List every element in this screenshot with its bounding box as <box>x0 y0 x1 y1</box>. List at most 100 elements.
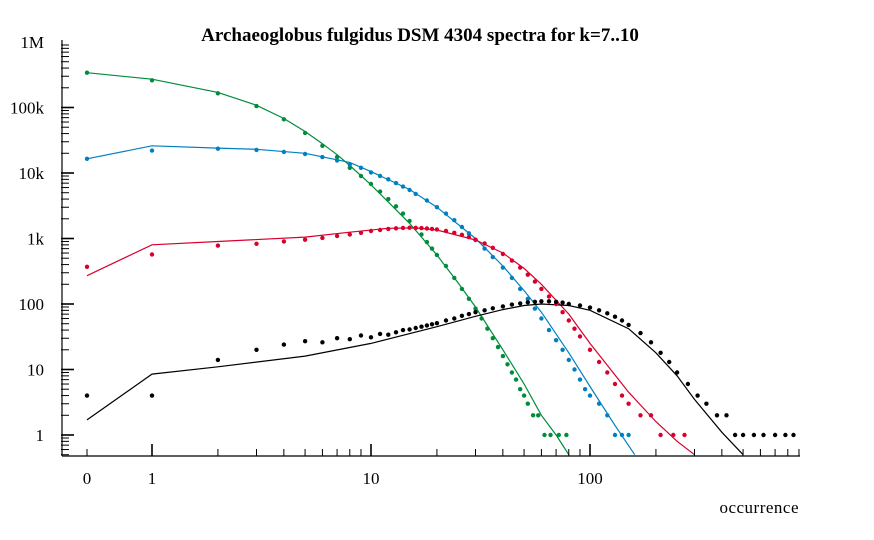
data-point <box>281 117 287 122</box>
data-point <box>560 310 565 315</box>
data-point <box>424 226 430 231</box>
x-axis: 0 1 10 100 <box>62 444 800 488</box>
data-point <box>582 387 588 392</box>
data-point <box>509 275 515 281</box>
data-point <box>587 393 593 398</box>
data-point <box>596 308 602 313</box>
data-point <box>302 130 308 136</box>
data-point <box>791 432 796 438</box>
data-point <box>434 321 440 326</box>
data-point <box>714 413 720 418</box>
data-point <box>452 275 457 281</box>
data-point <box>667 359 672 365</box>
data-point <box>358 165 364 170</box>
data-point <box>386 226 391 232</box>
data-point <box>452 218 457 223</box>
data-point <box>619 318 625 323</box>
data-point <box>254 147 259 153</box>
data-point <box>393 204 399 209</box>
data-point <box>393 180 399 186</box>
data-point <box>281 342 287 347</box>
data-point <box>546 327 552 333</box>
chart-title: Archaeoglobus fulgidus DSM 4304 spectra … <box>201 25 639 46</box>
data-point <box>525 272 530 277</box>
data-point <box>368 335 374 340</box>
data-point <box>443 228 449 234</box>
data-point <box>149 393 155 398</box>
data-point <box>577 377 583 382</box>
data-point <box>536 413 541 418</box>
data-point <box>407 187 412 193</box>
data-point <box>302 339 308 344</box>
data-point <box>500 353 506 359</box>
data-point <box>466 234 472 240</box>
data-point <box>368 228 374 234</box>
data-point <box>521 393 527 398</box>
data-point <box>320 143 325 148</box>
data-point <box>149 252 155 257</box>
data-point <box>525 296 530 301</box>
data-point <box>452 230 457 235</box>
data-point <box>596 401 602 406</box>
data-point <box>482 241 487 246</box>
data-point <box>671 432 676 438</box>
data-point <box>334 233 340 239</box>
data-point <box>685 381 691 387</box>
x-tick-label: 10 <box>363 469 380 488</box>
series-points <box>84 299 796 438</box>
data-point <box>443 318 449 323</box>
data-point <box>532 299 538 304</box>
data-point <box>479 316 484 321</box>
data-point <box>443 263 449 269</box>
data-point <box>572 367 577 372</box>
x-tick-label: 100 <box>577 469 603 488</box>
data-point <box>215 91 221 96</box>
data-point <box>626 401 631 406</box>
data-point <box>495 344 501 350</box>
data-point <box>612 314 618 319</box>
data-point <box>368 181 374 187</box>
data-point <box>546 299 552 304</box>
data-point <box>505 362 510 367</box>
data-point <box>419 225 424 231</box>
data-point <box>334 154 340 160</box>
data-point <box>400 211 406 216</box>
data-point <box>254 241 259 246</box>
data-point <box>638 413 643 418</box>
data-point <box>413 325 418 331</box>
data-point <box>500 265 506 270</box>
data-point <box>772 432 778 438</box>
data-point <box>281 239 287 244</box>
data-point <box>546 294 552 299</box>
data-point <box>704 401 709 406</box>
data-point <box>368 170 374 175</box>
series-points <box>84 70 569 438</box>
data-point <box>612 432 618 438</box>
data-point <box>84 156 90 161</box>
data-point <box>783 432 788 438</box>
data-point <box>377 173 383 179</box>
data-point <box>587 305 593 310</box>
data-point <box>740 432 746 438</box>
data-point <box>377 189 383 194</box>
data-point <box>254 103 259 109</box>
data-point <box>400 327 406 333</box>
data-point <box>459 232 465 237</box>
data-point <box>548 432 553 438</box>
data-point <box>407 225 412 230</box>
data-point <box>751 432 757 438</box>
data-point <box>566 318 571 323</box>
data-point <box>539 316 544 321</box>
data-point <box>724 413 729 418</box>
data-point <box>358 333 364 338</box>
data-point <box>473 310 478 315</box>
data-point <box>84 264 90 269</box>
data-point <box>518 286 523 292</box>
data-point <box>386 332 391 337</box>
data-point <box>429 322 435 327</box>
data-point <box>626 322 631 328</box>
data-point <box>254 347 259 352</box>
data-point <box>452 316 457 321</box>
data-point <box>542 432 547 438</box>
data-point <box>648 340 654 345</box>
